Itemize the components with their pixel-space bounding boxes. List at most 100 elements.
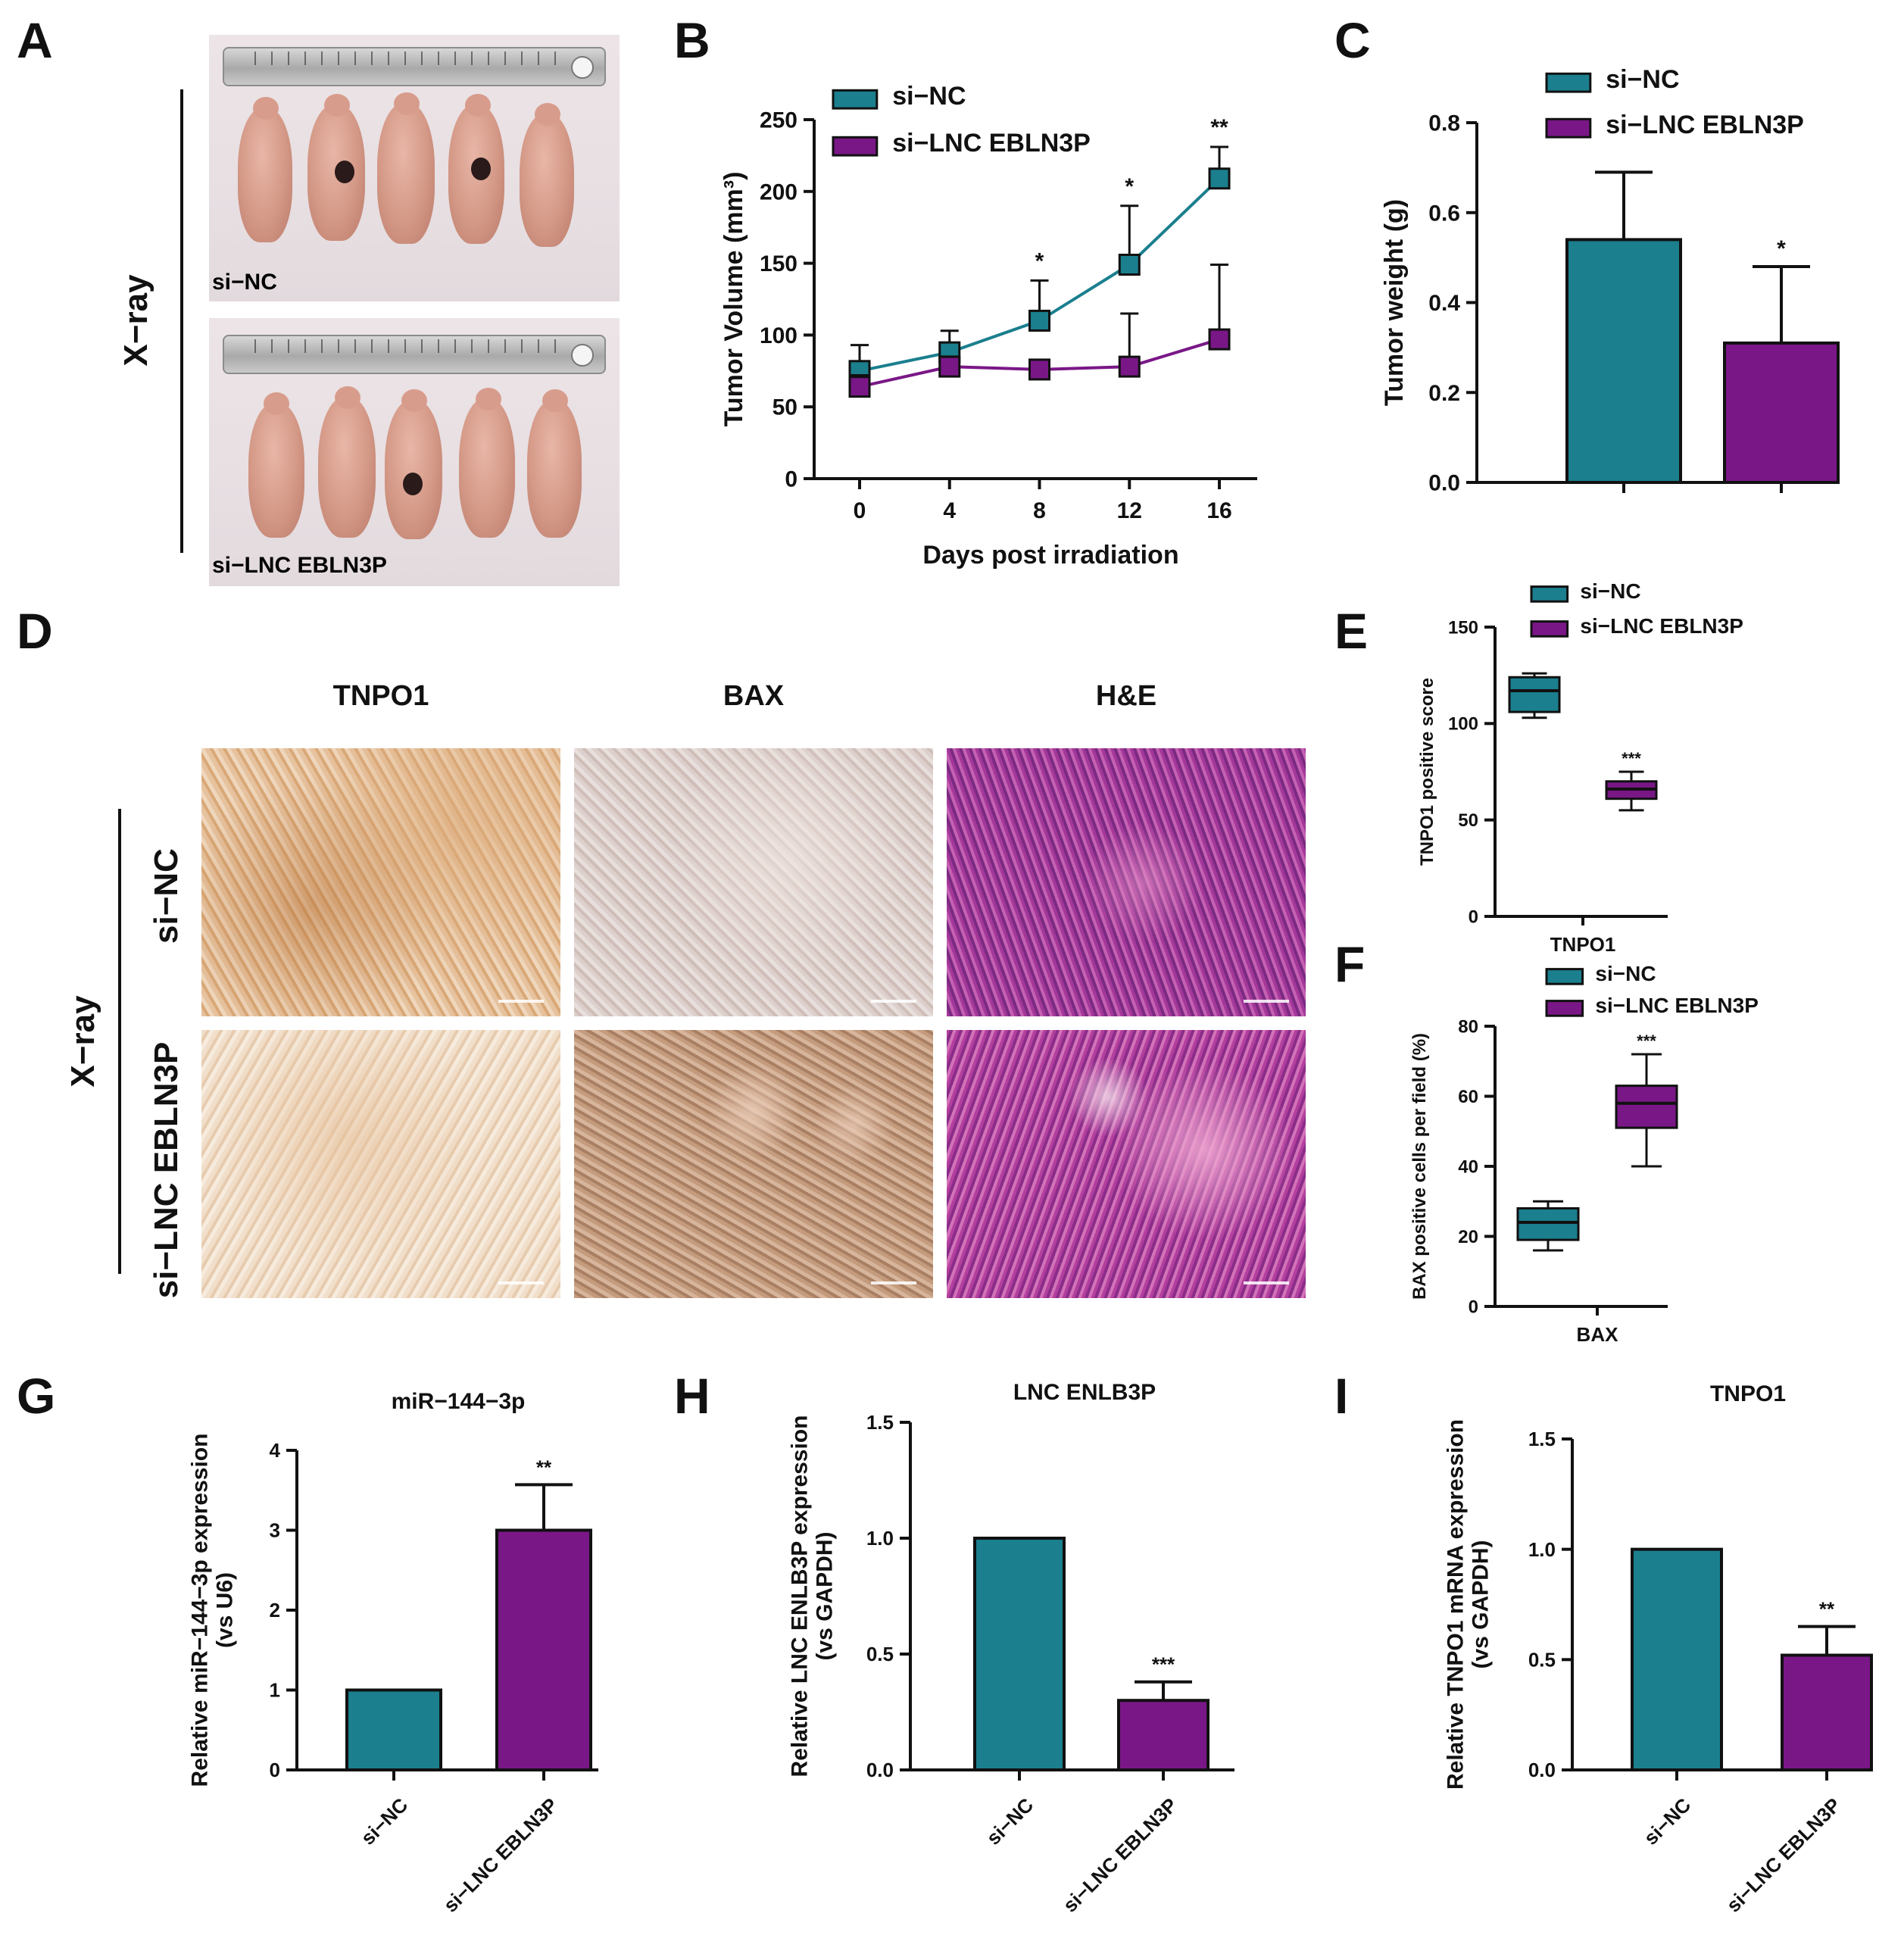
ihc-column-title-tnpo1: TNPO1: [332, 680, 429, 712]
panel-letter-d: D: [17, 603, 53, 659]
chart-c-y-axis-label: Tumor weight (g): [1380, 199, 1409, 406]
chart-g-significance-mark: **: [536, 1456, 552, 1478]
mouse-image: [459, 388, 515, 538]
chart-e-box: [1508, 676, 1561, 713]
chart-h-lnc-expression: 0.0 0.5 1.0 1.5 si−NC *** si−LNC EBLN3P Relativ…: [788, 1380, 1234, 1917]
panel-d-bracket-line: [118, 809, 121, 1274]
chart-b-series-line: [859, 177, 1221, 373]
chart-c-bar: [1565, 238, 1682, 484]
chart-i-x-tick-label: si−NC: [1639, 1793, 1695, 1849]
chart-g-y-tick-label: 2: [270, 1599, 280, 1621]
panel-letter-h: H: [674, 1368, 710, 1424]
chart-h-y-axis-label: Relative LNC ENLB3P expression(vs GAPDH): [788, 1415, 838, 1778]
chart-b-y-tick-label: 50: [773, 395, 797, 420]
chart-g-y-axis-label: Relative miR−144−3p expression(vs U6): [188, 1434, 238, 1787]
panel-letter-i: I: [1334, 1368, 1349, 1424]
chart-b-y-tick-label: 200: [760, 179, 797, 204]
chart-b-significance-mark: *: [1035, 248, 1044, 273]
chart-h-y-tick-label: 1.0: [866, 1527, 894, 1550]
mouse-image: [238, 97, 292, 242]
ihc-column-title-he: H&E: [1095, 680, 1157, 712]
chart-h-x-tick-label: si−LNC EBLN3P: [1059, 1793, 1182, 1917]
chart-h-title: LNC ENLB3P: [1013, 1380, 1156, 1405]
ihc-column-title-bax: BAX: [723, 680, 785, 712]
chart-c-legend-swatch: [1545, 117, 1592, 139]
chart-e-y-axis-label: TNPO1 positive score: [1417, 678, 1437, 866]
chart-b-y-tick-label: 100: [760, 323, 797, 348]
ihc-row-label-si-nc: si−NC: [148, 848, 185, 944]
chart-b-y-tick-label: 250: [760, 108, 797, 133]
chart-f-x-axis-label: BAX: [1577, 1323, 1619, 1346]
chart-f-y-tick-label: 60: [1458, 1087, 1478, 1107]
panel-letter-f: F: [1334, 936, 1366, 992]
ihc-image-bax-si-nc: [574, 748, 933, 1016]
ruler-image: [223, 335, 606, 374]
chart-i-significance-mark: **: [1819, 1598, 1835, 1621]
chart-c-y-tick-label: 0.4: [1428, 291, 1460, 316]
chart-g-y-tick-label: 3: [270, 1519, 280, 1542]
chart-g-bar: [345, 1688, 442, 1771]
chart-f-y-tick-label: 0: [1469, 1297, 1478, 1317]
mouse-image: [448, 94, 504, 244]
chart-b-y-axis-label: Tumor Volume (mm³): [719, 172, 748, 427]
chart-f-y-tick-label: 80: [1458, 1016, 1478, 1037]
ihc-image-he-si-nc: [947, 748, 1306, 1016]
chart-e-y-tick-label: 0: [1469, 907, 1478, 927]
chart-b-y-tick-label: 0: [785, 467, 797, 492]
chart-c-y-tick-label: 0.2: [1428, 381, 1460, 406]
chart-h-y-tick-label: 1.5: [866, 1411, 894, 1434]
chart-b-data-point: [848, 376, 871, 398]
chart-f-legend-swatch: [1545, 1000, 1584, 1017]
chart-f-y-tick-label: 40: [1458, 1156, 1478, 1177]
chart-i-bar: [1631, 1547, 1723, 1772]
chart-e-legend-swatch: [1530, 585, 1569, 603]
chart-h-x-tick-label: si−NC: [982, 1793, 1038, 1849]
chart-h-y-tick-label: 0.5: [866, 1643, 894, 1665]
chart-f-y-axis-label: BAX positive cells per field (%): [1409, 1033, 1430, 1300]
chart-i-y-tick-label: 1.5: [1528, 1428, 1556, 1450]
chart-g-mir144: 0 1 2 3 4 si−NC ** si−LNC EBLN3P Relative miR−14…: [188, 1389, 598, 1917]
mouse-image: [385, 389, 442, 539]
chart-g-y-tick-label: 0: [270, 1759, 280, 1781]
mouse-image: [318, 386, 376, 538]
chart-b-x-tick-label: 4: [943, 498, 956, 523]
photo-label-si-nc: si−NC: [212, 270, 277, 295]
mouse-image: [307, 94, 365, 241]
chart-e-legend-swatch: [1530, 620, 1569, 638]
chart-i-y-axis-label: Relative TNPO1 mRNA expression(vs GAPDH): [1444, 1419, 1494, 1790]
chart-c-y-tick-label: 0.8: [1428, 111, 1460, 136]
panel-letter-a: A: [17, 12, 53, 68]
chart-b-legend-swatch: [832, 136, 879, 157]
chart-g-title: miR−144−3p: [392, 1389, 526, 1414]
chart-c-tumor-weight: 0.0 0.2 0.4 0.6 0.8 * Tumor weight (g) si−NC si−…: [1380, 65, 1840, 496]
chart-e-y-tick-label: 100: [1448, 714, 1478, 735]
chart-i-y-tick-label: 0.0: [1528, 1759, 1556, 1781]
mouse-image: [520, 103, 574, 247]
chart-g-x-tick-label: si−NC: [356, 1793, 412, 1849]
chart-f-legend-swatch: [1545, 968, 1584, 985]
chart-b-legend-label: si−LNC EBLN3P: [892, 129, 1091, 158]
ihc-row-label-si-lnc: si−LNC EBLN3P: [148, 1041, 185, 1299]
chart-f-box: [1516, 1207, 1580, 1241]
ihc-image-tnpo1-si-lnc: [201, 1030, 560, 1298]
chart-b-legend-swatch: [832, 89, 879, 110]
chart-g-bar: [495, 1528, 592, 1771]
chart-e-y-tick-label: 50: [1458, 810, 1478, 831]
tumor-mark: [403, 473, 423, 495]
chart-f-bax-cells: 0 20 40 60 80 BAX *** BAX positive cells per fi…: [1409, 962, 1759, 1346]
chart-b-significance-mark: **: [1210, 115, 1228, 140]
chart-i-title: TNPO1: [1710, 1381, 1786, 1406]
tumor-mark: [471, 158, 491, 180]
ihc-image-tnpo1-si-nc: [201, 748, 560, 1016]
chart-b-x-axis-label: Days post irradiation: [922, 541, 1178, 570]
chart-f-significance-mark: ***: [1637, 1032, 1656, 1050]
chart-b-x-tick-label: 12: [1117, 498, 1142, 523]
ruler-image: [223, 47, 606, 86]
chart-f-legend-label: si−LNC EBLN3P: [1595, 994, 1759, 1017]
chart-e-significance-mark: ***: [1622, 749, 1641, 768]
chart-h-bar: [973, 1537, 1066, 1771]
panel-letter-b: B: [674, 12, 710, 68]
photo-label-si-lnc: si−LNC EBLN3P: [212, 553, 387, 578]
mice-photo-si-lnc: si−LNC EBLN3P: [209, 318, 620, 586]
chart-b-data-point: [1118, 355, 1141, 378]
